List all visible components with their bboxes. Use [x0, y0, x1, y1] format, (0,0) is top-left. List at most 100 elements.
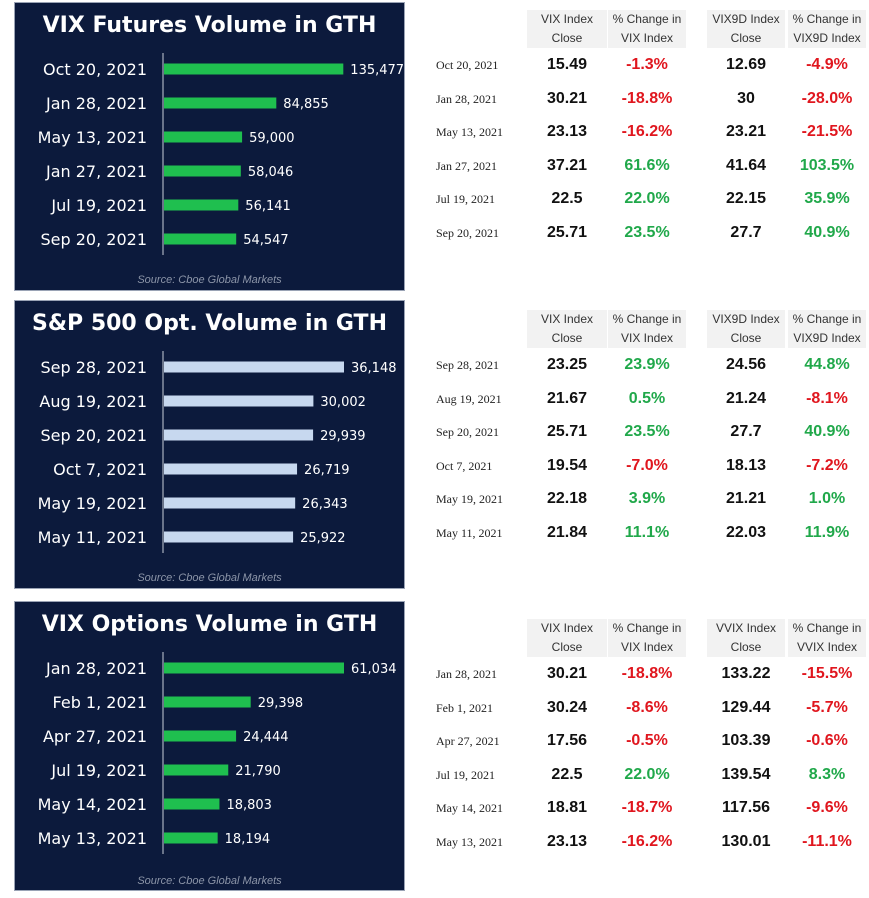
bar: [164, 832, 218, 844]
percent-change-cell: 11.1%: [624, 523, 670, 541]
column-header: VIX Index Close: [527, 310, 607, 348]
row-date: Sep 20, 2021: [436, 425, 499, 439]
index-close-cell: 23.13: [546, 123, 588, 140]
table-row: Sep 28, 2021 23.25 23.9% 24.56 44.8%: [422, 349, 869, 382]
bar: [164, 662, 344, 674]
row-date: Jan 28, 2021: [436, 91, 497, 106]
bar: [164, 764, 229, 776]
category-label: May 13, 2021: [38, 128, 147, 147]
table-row: Jan 28, 2021 30.21 -18.8% 133.22 -15.5%: [422, 658, 869, 691]
vix-futures-table: VIX Index Close% Change in VIX Index VIX9D …: [422, 10, 869, 250]
percent-change-cell: -1.3%: [626, 56, 668, 73]
percent-change-cell: 40.9%: [804, 423, 850, 440]
vix-options-bar-chart: Jan 28, 2021 61,034 Feb 1, 2021 29,398 Apr 2…: [38, 652, 397, 854]
percent-change-cell: -5.7%: [806, 698, 848, 716]
bar: [164, 361, 344, 373]
column-header: VIX Index Close: [527, 10, 607, 48]
index-close-cell: 129.44: [721, 698, 771, 716]
spx-options-table: VIX Index Close% Change in VIX Index VIX9D …: [422, 310, 869, 550]
index-close-cell: 30.24: [546, 698, 588, 716]
index-close-cell: 18.13: [725, 456, 767, 474]
row-date: May 13, 2021: [436, 125, 503, 139]
row-date: Sep 28, 2021: [436, 358, 499, 372]
table-row: Jul 19, 2021 22.5 22.0% 22.15 35.9%: [422, 183, 869, 216]
percent-change-cell: 8.3%: [808, 765, 846, 783]
percent-change-cell: -7.0%: [626, 456, 668, 474]
index-close-cell: 12.69: [725, 56, 767, 73]
bar-value-label: 58,046: [248, 165, 294, 180]
percent-change-cell: 1.0%: [808, 490, 846, 507]
column-header: % Change in VIX9D Index: [788, 10, 866, 48]
row-date: Oct 20, 2021: [436, 58, 499, 72]
index-close-cell: 21.84: [546, 523, 588, 541]
percent-change-cell: 23.5%: [624, 223, 670, 241]
percent-change-cell: 3.9%: [628, 490, 666, 507]
table-row: Apr 27, 2021 17.56 -0.5% 103.39 -0.6%: [422, 725, 869, 758]
category-label: Oct 7, 2021: [53, 460, 147, 479]
index-close-cell: 22.5: [551, 765, 583, 783]
index-close-cell: 15.49: [546, 56, 588, 73]
column-header: % Change in VVIX Index: [788, 619, 866, 657]
percent-change-cell: 23.5%: [624, 423, 670, 440]
bar-value-label: 36,148: [351, 361, 397, 376]
category-label: Jul 19, 2021: [50, 196, 147, 215]
percent-change-cell: -16.2%: [621, 832, 673, 850]
index-close-cell: 25.71: [546, 423, 588, 440]
bar: [164, 63, 344, 75]
index-close-cell: 25.71: [546, 223, 588, 241]
column-header: % Change in VIX Index: [608, 310, 686, 348]
percent-change-cell: -0.5%: [626, 732, 668, 749]
index-close-cell: 133.22: [721, 665, 771, 682]
bar: [164, 497, 296, 509]
table-row: May 13, 2021 23.13 -16.2% 130.01 -11.1%: [422, 826, 869, 859]
bar: [164, 798, 220, 810]
percent-change-cell: -7.2%: [806, 456, 848, 474]
table-row: Feb 1, 2021 30.24 -8.6% 129.44 -5.7%: [422, 692, 869, 725]
column-header: VIX Index Close: [527, 619, 607, 657]
category-label: May 13, 2021: [38, 829, 147, 848]
table-row: May 19, 2021 22.18 3.9% 21.21 1.0%: [422, 483, 869, 516]
bar-value-label: 61,034: [351, 662, 397, 677]
table-row: Oct 20, 2021 15.49 -1.3% 12.69 -4.9%: [422, 49, 869, 82]
category-label: Apr 27, 2021: [43, 727, 147, 746]
index-close-cell: 27.7: [730, 423, 762, 440]
column-header: % Change in VIX9D Index: [788, 310, 866, 348]
chart-source: Source: Cboe Global Markets: [137, 572, 282, 584]
percent-change-cell: -9.6%: [806, 799, 848, 816]
index-close-cell: 37.21: [546, 156, 588, 174]
percent-change-cell: -4.9%: [806, 56, 848, 73]
column-header: % Change in VIX Index: [608, 10, 686, 48]
index-close-cell: 18.81: [546, 799, 588, 816]
percent-change-cell: 44.8%: [804, 356, 850, 373]
bar: [164, 730, 237, 742]
row-date: May 14, 2021: [436, 801, 503, 815]
index-close-cell: 30.21: [546, 89, 588, 107]
bar: [164, 165, 241, 177]
percent-change-cell: 23.9%: [624, 356, 670, 373]
index-close-cell: 21.24: [725, 389, 767, 407]
index-close-cell: 22.15: [725, 190, 767, 207]
percent-change-cell: -21.5%: [801, 123, 853, 140]
bar-value-label: 29,398: [258, 696, 304, 711]
table-row: Sep 20, 2021 25.71 23.5% 27.7 40.9%: [422, 217, 869, 250]
index-close-cell: 21.67: [546, 389, 588, 407]
vix-futures-chart-panel: VIX Futures Volume in GTH Oct 20, 2021 13…: [14, 2, 405, 291]
bar: [164, 233, 237, 245]
index-close-cell: 23.25: [546, 356, 588, 373]
column-header: VIX9D Index Close: [707, 310, 785, 348]
bar: [164, 97, 277, 109]
percent-change-cell: -28.0%: [801, 89, 853, 107]
vix-options-chart-panel: VIX Options Volume in GTH Jan 28, 2021 61…: [14, 601, 405, 891]
percent-change-cell: 0.5%: [628, 389, 666, 407]
category-label: Jan 28, 2021: [45, 659, 147, 678]
chart-title: S&P 500 Opt. Volume in GTH: [32, 311, 387, 336]
bar: [164, 531, 294, 543]
chart-source: Source: Cboe Global Markets: [137, 875, 282, 887]
percent-change-cell: -15.5%: [801, 665, 853, 682]
row-date: Oct 7, 2021: [436, 458, 493, 473]
row-date: Apr 27, 2021: [436, 734, 500, 748]
bar-value-label: 26,343: [302, 497, 348, 512]
index-close-cell: 27.7: [730, 223, 762, 241]
index-close-cell: 22.03: [725, 523, 767, 541]
bar-value-label: 84,855: [283, 97, 329, 112]
